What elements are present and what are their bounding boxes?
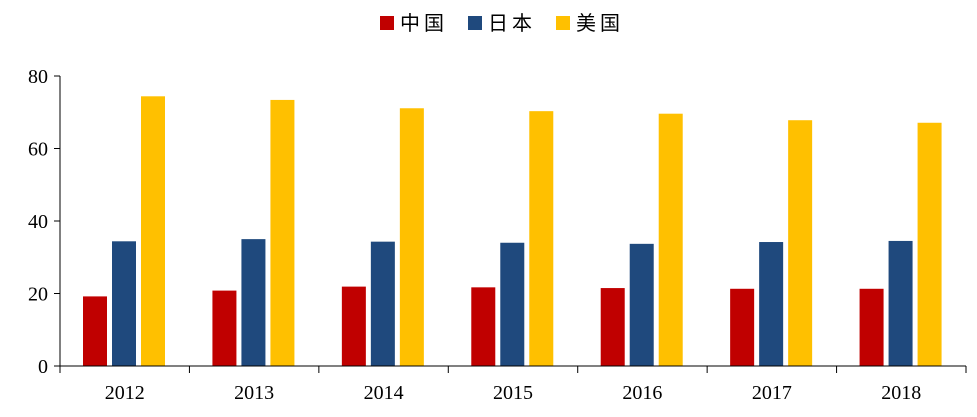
bar-中国-2018 xyxy=(859,288,884,366)
bar-日本-2012 xyxy=(112,241,136,366)
y-tick-label: 0 xyxy=(38,356,48,378)
bar-日本-2015 xyxy=(500,242,525,366)
bar-美国-2017 xyxy=(788,120,813,366)
x-tick-label: 2017 xyxy=(752,382,792,404)
legend-label-日本: 日本 xyxy=(488,11,536,35)
bar-中国-2014 xyxy=(341,286,366,366)
bar-日本-2017 xyxy=(759,242,784,366)
legend-swatch-日本 xyxy=(468,16,482,30)
y-axis: 0 20 40 60 80 xyxy=(28,66,61,378)
bar-美国-2015 xyxy=(529,111,554,366)
x-tick-label: 2018 xyxy=(881,382,921,404)
bars xyxy=(83,96,942,367)
bar-日本-2018 xyxy=(888,240,913,366)
bar-日本-2016 xyxy=(629,243,654,366)
bar-中国-2015 xyxy=(471,287,496,366)
bar-美国-2012 xyxy=(141,96,165,367)
bar-日本-2014 xyxy=(370,241,395,366)
bar-中国-2016 xyxy=(600,288,625,366)
x-tick-label: 2015 xyxy=(493,382,533,404)
legend-label-中国: 中国 xyxy=(400,11,448,35)
bar-美国-2016 xyxy=(658,113,683,366)
y-tick-label: 40 xyxy=(28,211,48,233)
legend-swatch-中国 xyxy=(380,16,394,30)
bar-美国-2014 xyxy=(399,108,424,366)
x-tick-label: 2014 xyxy=(364,382,404,404)
y-tick-label: 60 xyxy=(28,139,48,161)
y-tick-label: 20 xyxy=(28,284,48,306)
bar-中国-2013 xyxy=(212,290,237,366)
bar-中国-2017 xyxy=(730,288,755,366)
y-tick-label: 80 xyxy=(28,66,48,88)
x-tick-label: 2016 xyxy=(622,382,662,404)
legend-label-美国: 美国 xyxy=(576,11,624,35)
bar-中国-2012 xyxy=(83,296,107,366)
x-tick-label: 2012 xyxy=(105,382,145,404)
bar-美国-2013 xyxy=(270,99,295,367)
x-tick-label: 2013 xyxy=(234,382,274,404)
bar-美国-2018 xyxy=(917,122,942,366)
legend-swatch-美国 xyxy=(556,16,570,30)
x-axis: 2012 2013 2014 2015 2016 2017 2018 xyxy=(59,365,967,404)
bar-日本-2013 xyxy=(241,239,266,366)
legend: 中国 日本 美国 xyxy=(380,11,624,35)
